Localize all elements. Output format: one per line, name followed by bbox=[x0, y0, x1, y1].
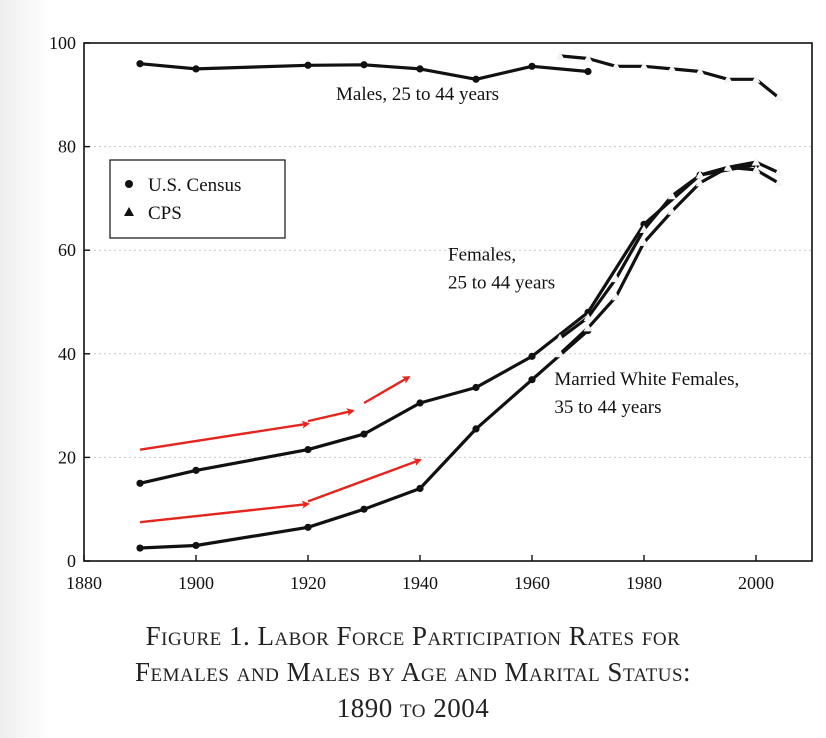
series-line-males-25-to-44-years-u-s-census bbox=[138, 62, 590, 81]
point-married-white-females-35-to-44-years-cps-2004 bbox=[773, 178, 783, 187]
caption-line-2: Females and Males by Age and Marital Sta… bbox=[134, 657, 692, 687]
point-married-white-females-35-to-44-years-cps-1970 bbox=[583, 323, 593, 332]
point-males-25-to-44-years-cps-1970 bbox=[583, 54, 593, 62]
y-tick-label-80: 80 bbox=[58, 137, 76, 157]
highlight-arrow-2 bbox=[363, 376, 411, 405]
caption-line-1: Figure 1. Labor Force Participation Rate… bbox=[145, 621, 681, 651]
legend-label-0: U.S. Census bbox=[148, 175, 241, 196]
point-females-25-to-44-years-u-s-census-1940 bbox=[416, 399, 424, 407]
legend-label-1: CPS bbox=[148, 203, 182, 224]
annotation-0-line-0: Males, 25 to 44 years bbox=[336, 84, 499, 105]
y-tick-label-40: 40 bbox=[58, 344, 76, 364]
legend-marker-circle bbox=[125, 180, 133, 188]
point-males-25-to-44-years-u-s-census-1900 bbox=[192, 65, 200, 73]
point-males-25-to-44-years-cps-1965 bbox=[555, 51, 565, 60]
y-tick-label-60: 60 bbox=[58, 240, 76, 260]
point-married-white-females-35-to-44-years-cps-1965 bbox=[555, 349, 565, 358]
y-tick-label-100: 100 bbox=[49, 33, 76, 53]
point-females-25-to-44-years-cps-2004 bbox=[773, 167, 783, 176]
point-married-white-females-35-to-44-years-u-s-census-1940 bbox=[416, 484, 424, 493]
point-females-25-to-44-years-cps-1985 bbox=[667, 191, 677, 200]
point-males-25-to-44-years-cps-1995 bbox=[723, 74, 733, 83]
point-married-white-females-35-to-44-years-u-s-census-1950 bbox=[472, 425, 480, 433]
point-females-25-to-44-years-u-s-census-1960 bbox=[528, 352, 536, 360]
plot-frame bbox=[83, 42, 813, 562]
y-tick-label-0: 0 bbox=[67, 551, 76, 571]
point-males-25-to-44-years-u-s-census-1930 bbox=[360, 61, 368, 69]
x-tick-label-1940: 1940 bbox=[402, 573, 438, 593]
point-married-white-females-35-to-44-years-u-s-census-1960 bbox=[528, 376, 536, 384]
legend: U.S. Census CPS bbox=[109, 159, 286, 239]
point-males-25-to-44-years-u-s-census-1920 bbox=[304, 61, 312, 69]
annotation-1-line-0: Females, bbox=[448, 245, 516, 266]
point-males-25-to-44-years-u-s-census-1890 bbox=[136, 60, 144, 68]
point-married-white-females-35-to-44-years-cps-1995 bbox=[723, 162, 733, 171]
point-females-25-to-44-years-u-s-census-1920 bbox=[304, 446, 312, 454]
series-layer bbox=[136, 51, 783, 552]
point-females-25-to-44-years-u-s-census-1950 bbox=[472, 383, 480, 392]
x-tick-label-1900: 1900 bbox=[178, 573, 214, 593]
series-line-married-white-females-35-to-44-years-u-s-census bbox=[138, 328, 590, 550]
series-line-males-25-to-44-years-cps bbox=[558, 54, 781, 100]
point-females-25-to-44-years-cps-2000 bbox=[751, 157, 761, 166]
annotation-2-line-1: 35 to 44 years bbox=[554, 397, 661, 418]
axes: 0 20 40 60 80 100 1880 1900 1920 1940 1960 1980 2000 bbox=[49, 33, 813, 593]
line-chart: 0 20 40 60 80 100 1880 1900 1920 1940 1960 1980 2000… bbox=[49, 33, 813, 593]
point-males-25-to-44-years-cps-2000 bbox=[751, 74, 761, 83]
x-tick-label-1980: 1980 bbox=[626, 573, 662, 593]
page-shadow bbox=[0, 0, 50, 738]
point-married-white-females-35-to-44-years-u-s-census-1890 bbox=[136, 544, 144, 552]
point-males-25-to-44-years-cps-1990 bbox=[695, 66, 705, 75]
point-females-25-to-44-years-cps-1990 bbox=[695, 170, 705, 179]
point-males-25-to-44-years-cps-1985 bbox=[667, 64, 677, 73]
x-tick-label-1960: 1960 bbox=[514, 573, 550, 593]
point-females-25-to-44-years-cps-1970 bbox=[583, 313, 593, 321]
highlight-arrow-4 bbox=[307, 458, 422, 503]
point-males-25-to-44-years-u-s-census-1970 bbox=[584, 67, 592, 76]
point-married-white-females-35-to-44-years-cps-1990 bbox=[695, 178, 705, 187]
point-married-white-females-35-to-44-years-u-s-census-1920 bbox=[304, 523, 312, 531]
legend-marker-triangle bbox=[124, 207, 134, 216]
y-tick-label-20: 20 bbox=[58, 447, 76, 467]
annotation-2-line-0: Married White Females, bbox=[554, 369, 739, 390]
highlight-arrows bbox=[139, 376, 422, 524]
point-males-25-to-44-years-cps-1980 bbox=[639, 61, 649, 70]
highlight-arrow-0 bbox=[139, 420, 310, 451]
point-married-white-females-35-to-44-years-cps-1975 bbox=[611, 292, 621, 301]
gridlines bbox=[84, 146, 812, 458]
series-line-married-white-females-35-to-44-years-cps bbox=[558, 165, 781, 356]
point-males-25-to-44-years-cps-1975 bbox=[611, 61, 621, 70]
legend-box bbox=[109, 159, 286, 239]
annotations: Males, 25 to 44 years Females, 25 to 44 ye… bbox=[336, 84, 739, 418]
point-males-25-to-44-years-cps-2004 bbox=[773, 92, 783, 101]
point-females-25-to-44-years-cps-1980 bbox=[639, 224, 649, 233]
highlight-arrow-1 bbox=[307, 408, 355, 423]
point-females-25-to-44-years-cps-1965 bbox=[555, 333, 565, 342]
x-tick-label-1880: 1880 bbox=[66, 573, 102, 593]
x-tick-label-2000: 2000 bbox=[738, 573, 774, 593]
x-tick-label-1920: 1920 bbox=[290, 573, 326, 593]
highlight-arrow-3 bbox=[139, 500, 310, 524]
point-married-white-females-35-to-44-years-cps-1980 bbox=[639, 237, 649, 246]
point-males-25-to-44-years-u-s-census-1940 bbox=[416, 65, 424, 73]
point-married-white-females-35-to-44-years-cps-1985 bbox=[667, 206, 677, 215]
point-females-25-to-44-years-u-s-census-1930 bbox=[360, 430, 368, 438]
point-married-white-females-35-to-44-years-cps-2000 bbox=[751, 165, 761, 174]
point-females-25-to-44-years-cps-1975 bbox=[611, 274, 621, 283]
caption-line-3: 1890 to 2004 bbox=[336, 693, 490, 723]
figure-caption: Figure 1. Labor Force Participation Rate… bbox=[0, 618, 826, 726]
point-males-25-to-44-years-u-s-census-1950 bbox=[472, 75, 480, 83]
point-females-25-to-44-years-u-s-census-1890 bbox=[136, 479, 144, 487]
point-married-white-females-35-to-44-years-u-s-census-1930 bbox=[360, 505, 368, 513]
annotation-1-line-1: 25 to 44 years bbox=[448, 273, 555, 294]
point-females-25-to-44-years-u-s-census-1900 bbox=[192, 466, 200, 474]
point-males-25-to-44-years-u-s-census-1960 bbox=[528, 62, 536, 70]
point-married-white-females-35-to-44-years-u-s-census-1900 bbox=[192, 541, 200, 550]
